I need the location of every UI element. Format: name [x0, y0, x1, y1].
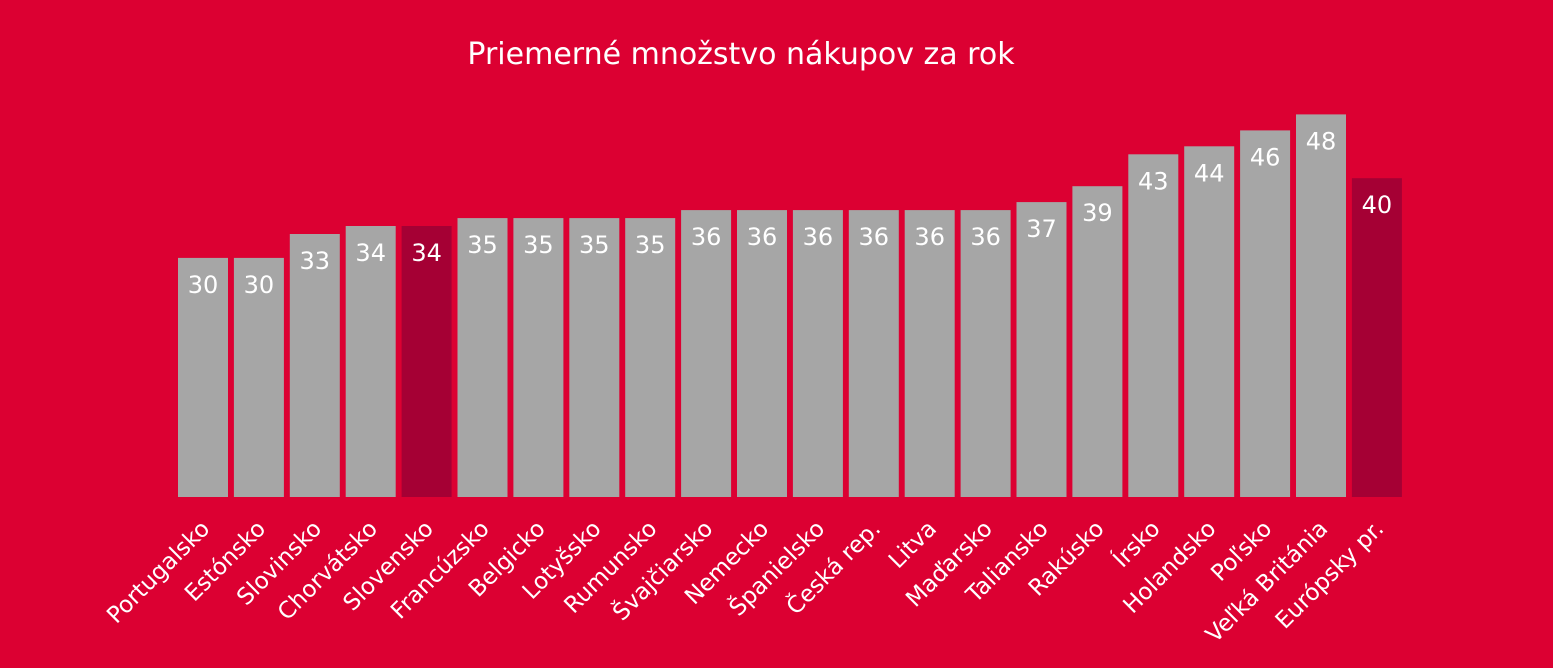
bar-belgicko [513, 218, 564, 497]
bar-rumunsko [625, 218, 676, 497]
value-label-holandsko: 44 [1194, 159, 1225, 187]
value-label-lotyssko: 35 [579, 231, 610, 259]
bar-ceska-rep [848, 210, 899, 497]
value-label-madarsko: 36 [970, 223, 1001, 251]
bars-group [178, 114, 1402, 498]
bar-polsko [1240, 130, 1291, 497]
bar-estonsko [233, 257, 284, 497]
bar-slovensko [401, 226, 452, 497]
value-label-rakusko: 39 [1082, 199, 1113, 227]
bar-holandsko [1184, 146, 1235, 498]
bar-irsko [1128, 154, 1179, 498]
value-label-velka-britania: 48 [1306, 127, 1337, 155]
value-label-belgicko: 35 [523, 231, 554, 259]
value-label-irsko: 43 [1138, 167, 1169, 195]
bar-taliansko [1016, 202, 1067, 497]
bar-nemecko [737, 210, 787, 497]
bar-slovinsko [289, 234, 340, 497]
value-label-svajciarsko: 36 [691, 223, 722, 251]
value-label-spanielsko: 36 [803, 223, 834, 251]
value-label-portugalsko: 30 [188, 271, 219, 299]
value-label-slovinsko: 33 [300, 247, 331, 275]
chart-title: Priemerné množstvo nákupov za rok [467, 37, 1015, 72]
value-labels-group: 30 30 33 34 34 35 35 35 35 36 36 36 36 36 36 37 39 43 44 46… [188, 127, 1392, 299]
bar-svajciarsko [681, 210, 732, 497]
value-label-taliansko: 37 [1026, 215, 1057, 243]
bar-madarsko [960, 210, 1011, 497]
value-label-polsko: 46 [1250, 143, 1281, 171]
value-label-europsky-pr: 40 [1362, 191, 1393, 219]
value-label-nemecko: 36 [747, 223, 778, 251]
value-label-francuzsko: 35 [467, 231, 498, 259]
bar-rakusko [1072, 186, 1123, 497]
bar-chorvatsko [345, 226, 396, 497]
bar-lotyssko [569, 218, 620, 497]
value-label-ceska-rep: 36 [859, 223, 890, 251]
bar-velka-britania [1296, 114, 1346, 498]
value-label-chorvatsko: 34 [355, 239, 386, 267]
bar-litva [904, 210, 955, 497]
value-label-rumunsko: 35 [635, 231, 666, 259]
value-label-slovensko: 34 [411, 239, 442, 267]
value-label-litva: 36 [914, 223, 945, 251]
bar-portugalsko [178, 257, 228, 497]
value-label-estonsko: 30 [244, 271, 275, 299]
bar-spanielsko [792, 210, 843, 497]
bar-francuzsko [457, 218, 508, 497]
bar-europsky-pr [1351, 178, 1402, 497]
